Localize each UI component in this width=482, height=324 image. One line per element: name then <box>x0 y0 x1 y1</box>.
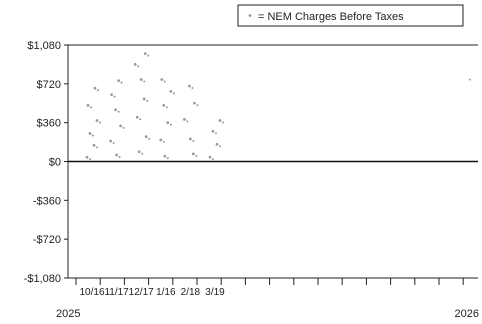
data-point-trace <box>92 134 94 137</box>
data-point-trace <box>163 80 166 83</box>
y-tick-label: -$360 <box>33 195 61 207</box>
data-point-trace <box>196 104 199 107</box>
stray-marker <box>468 78 472 81</box>
x-year-label-end: 2026 <box>455 308 479 320</box>
data-point <box>93 86 97 90</box>
data-point-trace <box>172 92 175 95</box>
data-point <box>169 89 173 93</box>
data-point-trace <box>166 157 169 160</box>
data-point <box>162 104 166 107</box>
data-point-trace <box>147 54 150 57</box>
data-point <box>110 93 113 97</box>
data-point-trace <box>117 110 120 113</box>
data-point-trace <box>148 137 151 140</box>
data-point-trace <box>99 121 101 124</box>
x-tick-label: 2/18 <box>181 287 201 298</box>
y-tick-label: $1,080 <box>27 40 61 52</box>
legend-box <box>237 4 464 27</box>
x-tick-label: 1/16 <box>156 287 176 298</box>
data-point <box>208 155 212 159</box>
data-point-trace <box>192 139 195 142</box>
data-point-trace <box>90 106 92 109</box>
data-point <box>135 115 139 119</box>
data-point <box>143 52 147 56</box>
x-axis: 10/16 11/17 12/17 1/16 2/18 3/19 2025 2026 <box>56 278 479 320</box>
data-point-trace <box>191 86 194 89</box>
data-point-trace <box>212 158 214 161</box>
legend-swatch <box>248 14 252 17</box>
data-point-trace <box>122 126 125 129</box>
data-point <box>192 152 195 156</box>
legend: = NEM Charges Before Taxes <box>237 4 464 27</box>
y-tick-label: -$720 <box>33 234 61 246</box>
data-point <box>163 154 167 158</box>
data-point-trace <box>186 120 189 123</box>
data-point-trace <box>162 140 165 143</box>
data-point <box>183 118 186 121</box>
data-point <box>144 135 148 139</box>
y-axis: $1,080 $720 $360 $0 -$360 -$720 -$1,080 <box>24 40 68 285</box>
data-point <box>85 155 89 159</box>
data-point <box>119 124 122 128</box>
data-point <box>88 132 92 135</box>
data-point-trace <box>137 65 140 68</box>
chart-marks <box>85 52 472 161</box>
data-point <box>188 84 191 88</box>
data-point <box>92 143 96 147</box>
data-point <box>193 101 196 105</box>
data-point-trace <box>118 156 121 159</box>
y-tick-label: $720 <box>37 79 61 91</box>
data-point-trace <box>169 123 172 126</box>
data-point <box>95 119 99 122</box>
data-point <box>137 150 141 154</box>
x-tick-label: 11/17 <box>104 287 129 298</box>
x-year-label-start: 2025 <box>56 308 80 320</box>
data-point <box>142 97 146 101</box>
data-point-trace <box>195 154 198 157</box>
data-point-trace <box>96 146 98 149</box>
data-point <box>211 129 215 133</box>
data-point <box>109 139 112 143</box>
data-point <box>166 121 170 125</box>
x-tick-label: 10/16 <box>79 287 104 298</box>
y-tick-label: $360 <box>37 118 61 130</box>
data-point-trace <box>165 106 168 109</box>
data-point-trace <box>120 81 123 84</box>
x-tick-label: 3/19 <box>205 287 225 298</box>
data-point <box>189 137 192 141</box>
data-point-trace <box>222 121 224 124</box>
data-point-trace <box>215 132 217 135</box>
data-point <box>218 119 222 122</box>
data-point <box>139 78 143 81</box>
data-point-trace <box>143 80 146 83</box>
legend-label: = NEM Charges Before Taxes <box>258 11 404 23</box>
data-point <box>160 78 164 81</box>
data-point-trace <box>219 145 221 148</box>
data-point <box>115 153 118 157</box>
x-tick-label: 12/17 <box>129 287 154 298</box>
data-point-trace <box>89 158 91 161</box>
data-point <box>86 104 90 107</box>
data-point <box>215 142 219 146</box>
data-point-trace <box>113 95 116 98</box>
data-point-trace <box>146 99 149 102</box>
data-point <box>117 79 120 82</box>
data-point-trace <box>139 118 142 121</box>
data-point-trace <box>97 89 99 92</box>
data-point <box>114 108 117 112</box>
data-point <box>159 138 163 142</box>
data-point-trace <box>112 142 115 145</box>
data-point <box>133 63 137 66</box>
y-tick-label: $0 <box>49 157 61 169</box>
data-point-trace <box>141 152 144 155</box>
y-tick-label: -$1,080 <box>24 273 61 285</box>
